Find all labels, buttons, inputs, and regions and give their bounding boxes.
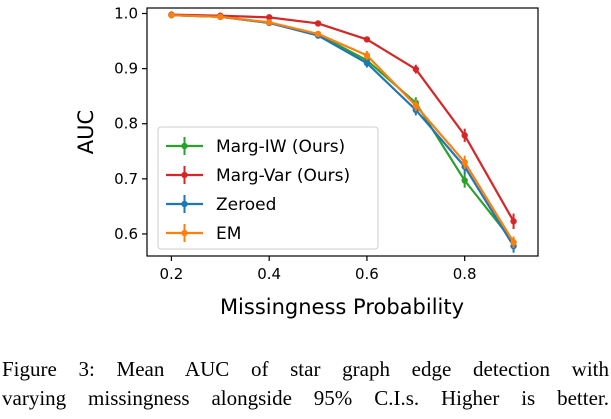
y-tick-label: 0.6 <box>114 225 138 243</box>
y-tick-label: 0.9 <box>114 60 138 78</box>
caption-line-2: varying missingness alongside 95% C.I.s.… <box>2 386 609 410</box>
legend-swatch-marker <box>181 142 188 150</box>
data-point <box>363 52 371 59</box>
data-point <box>412 102 420 109</box>
legend-frame <box>157 126 379 250</box>
data-point <box>363 59 371 67</box>
x-tick-label: 0.8 <box>453 265 477 283</box>
auc-line-chart: 0.2 0.4 0.6 0.8 0.6 0.7 0.8 0.9 1.0 AUC Missingn… <box>74 5 539 319</box>
legend: Marg-IW (Ours) Marg-Var (Ours) Zeroed EM <box>157 126 379 250</box>
figure-caption: Figure 3: Mean AUC of star graph edge de… <box>2 355 609 413</box>
data-point <box>265 14 273 21</box>
data-point <box>510 239 517 246</box>
legend-swatch-marker <box>181 171 188 179</box>
legend-label: Marg-IW (Ours) <box>216 137 345 157</box>
data-point <box>314 20 322 27</box>
plot-area <box>168 11 517 253</box>
data-point <box>412 65 420 73</box>
legend-label: Marg-Var (Ours) <box>216 166 350 186</box>
caption-line-1: Figure 3: Mean AUC of star graph edge de… <box>2 357 609 381</box>
data-point <box>265 19 273 26</box>
legend-swatch-marker <box>181 229 188 237</box>
legend-entry: Marg-Var (Ours) <box>166 166 350 186</box>
y-axis-title: AUC <box>74 110 98 154</box>
series-line <box>171 14 515 243</box>
data-point <box>363 36 371 43</box>
y-tick-label: 0.7 <box>114 170 138 188</box>
legend-entry: Marg-IW (Ours) <box>166 137 345 157</box>
y-tick-label: 0.8 <box>114 115 138 133</box>
legend-entry: EM <box>166 224 241 244</box>
series-line <box>171 13 515 222</box>
legend-swatch-marker <box>181 200 188 208</box>
data-point <box>168 11 175 19</box>
legend-label: Zeroed <box>216 195 276 215</box>
legend-label: EM <box>216 224 241 244</box>
x-axis-title: Missingness Probability <box>220 295 464 319</box>
x-tick-label: 0.4 <box>257 265 281 283</box>
series-em <box>168 11 517 248</box>
x-tick-label: 0.6 <box>355 265 379 283</box>
y-tick-label: 1.0 <box>114 5 138 23</box>
data-point <box>510 218 517 225</box>
x-tick-label: 0.2 <box>160 265 184 283</box>
axes: 0.2 0.4 0.6 0.8 0.6 0.7 0.8 0.9 1.0 <box>114 5 539 283</box>
data-point <box>461 177 468 184</box>
figure: 0.2 0.4 0.6 0.8 0.6 0.7 0.8 0.9 1.0 AUC Missingn… <box>2 5 609 410</box>
data-point <box>461 132 468 139</box>
legend-entry: Zeroed <box>166 195 276 215</box>
data-point <box>314 30 322 38</box>
plot-frame <box>146 7 539 257</box>
data-point <box>217 13 224 21</box>
data-point <box>461 159 468 166</box>
